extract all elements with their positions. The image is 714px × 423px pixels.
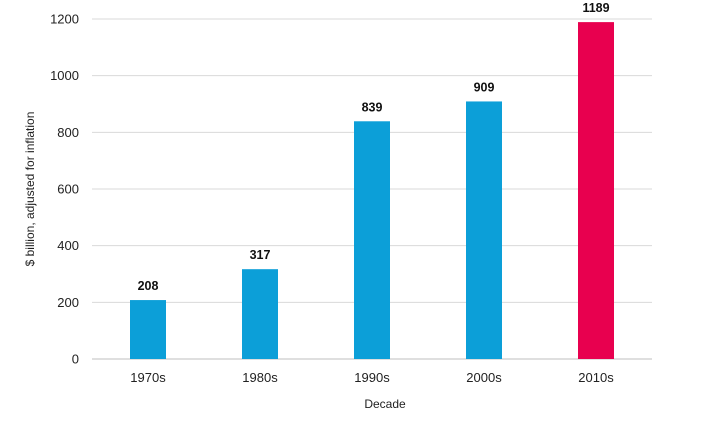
x-tick-label-1980s: 1980s	[242, 370, 278, 385]
data-label-1970s: 208	[138, 279, 159, 293]
x-tick-label-1970s: 1970s	[130, 370, 166, 385]
bar-1970s	[130, 300, 166, 359]
y-tick-label: 1200	[50, 12, 79, 27]
data-label-1980s: 317	[250, 248, 271, 262]
y-tick-label: 800	[57, 125, 79, 140]
y-tick-label: 400	[57, 238, 79, 253]
y-axis-title: $ billion, adjusted for inflation	[23, 112, 37, 267]
y-tick-label: 600	[57, 182, 79, 197]
data-label-2000s: 909	[474, 80, 495, 94]
data-label-2010s: 1189	[582, 1, 609, 15]
bars	[130, 22, 614, 360]
y-tick-label: 1000	[50, 68, 79, 83]
bar-1980s	[242, 269, 278, 359]
data-labels: 208 317 839 909 1189	[138, 1, 610, 293]
y-axis-tick-labels: 0 200 400 600 800 1000 1200	[50, 12, 79, 367]
y-tick-label: 0	[72, 352, 79, 367]
bar-1990s	[354, 121, 390, 360]
bar-2010s	[578, 22, 614, 359]
x-axis-title: Decade	[364, 397, 406, 411]
x-tick-label-2000s: 2000s	[466, 370, 502, 385]
y-tick-label: 200	[57, 295, 79, 310]
data-label-1990s: 839	[362, 100, 383, 114]
x-tick-label-1990s: 1990s	[354, 370, 390, 385]
bar-2000s	[466, 101, 502, 359]
x-axis-tick-labels: 1970s 1980s 1990s 2000s 2010s	[130, 370, 614, 385]
x-tick-label-2010s: 2010s	[578, 370, 614, 385]
